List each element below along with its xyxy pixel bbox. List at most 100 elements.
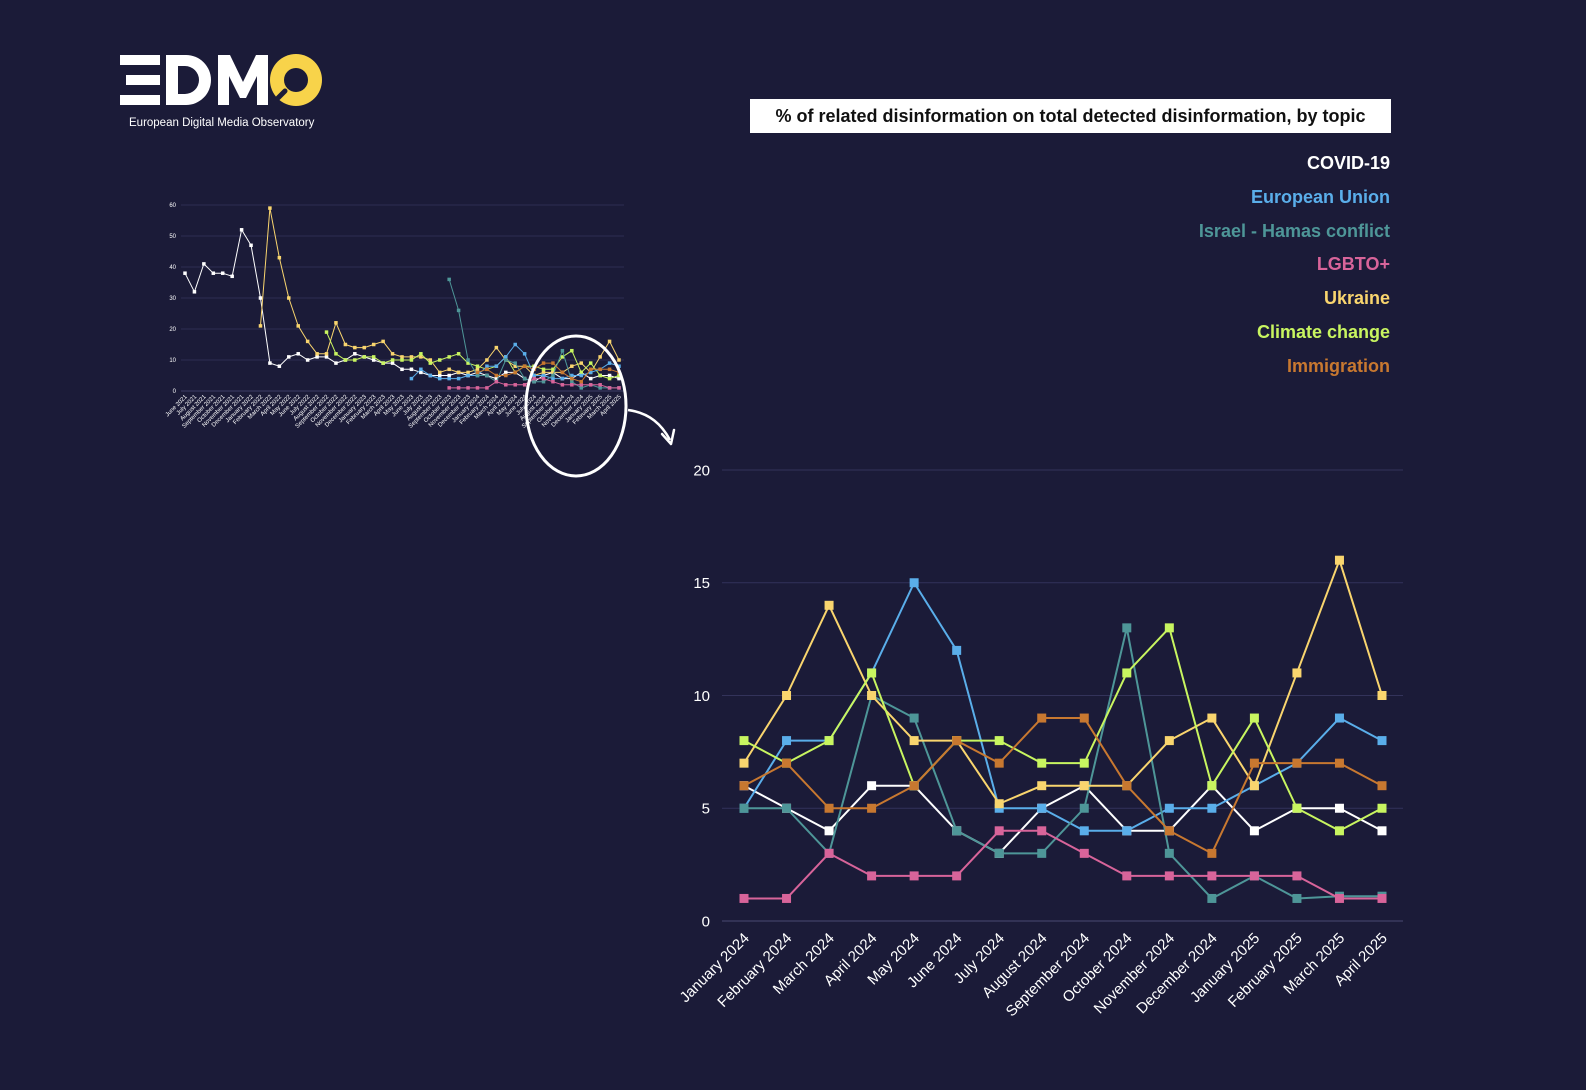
y-tick-label: 0 [702,913,710,930]
series-line-immigration [743,717,1383,855]
data-point [617,373,621,378]
data-point [277,255,282,260]
data-point [437,373,442,378]
data-point [1079,803,1089,813]
data-point [560,383,565,387]
data-point [782,758,792,768]
y-tick-label: 20 [169,327,176,333]
x-tick-label: February 2025 [1225,930,1306,1011]
data-point [617,364,621,368]
data-point [607,373,612,378]
data-point [353,358,357,362]
data-point [315,352,319,356]
data-point [541,370,546,375]
data-point [579,373,584,378]
data-point [513,383,517,387]
data-point [437,376,442,381]
data-point [607,367,612,372]
data-point [1207,781,1217,791]
y-tick-label: 30 [169,296,176,302]
data-point [994,799,1004,809]
series-lgbtq [447,376,621,390]
y-tick-label: 0 [173,389,177,395]
data-point [513,370,517,375]
data-point [277,364,282,368]
y-tick-label: 10 [169,358,176,364]
data-point [1037,713,1047,723]
data-point [1249,871,1259,881]
data-point [1292,758,1302,768]
data-point [409,358,414,362]
data-point [343,358,348,362]
data-point [570,383,574,387]
data-point [485,386,489,390]
data-point [1122,623,1132,633]
data-point [560,376,565,381]
data-point [1079,826,1089,836]
data-point [362,355,367,359]
data-point [362,345,367,350]
data-point [466,373,470,378]
data-point [867,871,877,881]
data-point [1164,826,1174,836]
data-point [588,367,593,372]
data-point [867,691,877,700]
y-tick-label: 10 [693,688,710,705]
data-point [513,361,517,365]
data-point [739,736,749,746]
data-point [551,370,555,375]
data-point [1164,871,1174,881]
data-point [739,893,749,903]
edmo-logo [120,54,322,106]
data-point [475,373,480,378]
data-point [381,361,385,365]
data-point [1037,826,1047,836]
data-point [447,373,451,378]
data-point [560,355,565,359]
data-point [579,361,584,365]
data-point [1377,893,1387,903]
data-point [494,376,499,381]
data-point [1037,848,1047,858]
data-point [782,803,792,813]
data-point [867,803,877,813]
series-line-climate-change [743,626,1383,832]
data-point [952,645,962,655]
data-point [1292,668,1302,678]
chart-legend: COVID-19 European Union Israel - Hamas c… [1199,152,1390,389]
data-point [504,373,508,378]
data-point [570,348,574,353]
data-point [371,342,376,347]
data-point [466,370,470,375]
legend-immigration: Immigration [1286,355,1390,376]
data-point [456,386,461,390]
series-line-lgbtq [744,829,1382,900]
data-point [1249,826,1259,836]
data-point [579,379,584,384]
data-point [249,243,253,248]
logo-subtitle: European Digital Media Observatory [129,117,315,129]
data-point [305,358,310,362]
data-point [1334,758,1344,768]
series-ukraine [739,555,1387,809]
data-point [475,370,480,375]
data-point [909,713,919,723]
data-point [598,367,602,372]
data-point [1207,713,1217,723]
series-lgbtq [739,826,1387,903]
data-point [1249,758,1259,768]
data-point [296,324,300,328]
data-point [824,848,834,858]
data-point [268,361,272,365]
data-point [1079,713,1089,723]
data-point [560,348,565,353]
data-point [447,376,451,381]
data-point [353,345,357,350]
series-line-ukraine [743,559,1383,805]
data-point [541,373,546,378]
data-point [598,355,602,359]
data-point [824,600,834,610]
series-climate-change [739,623,1387,836]
data-point [1207,871,1217,881]
series-immigration [739,713,1387,858]
